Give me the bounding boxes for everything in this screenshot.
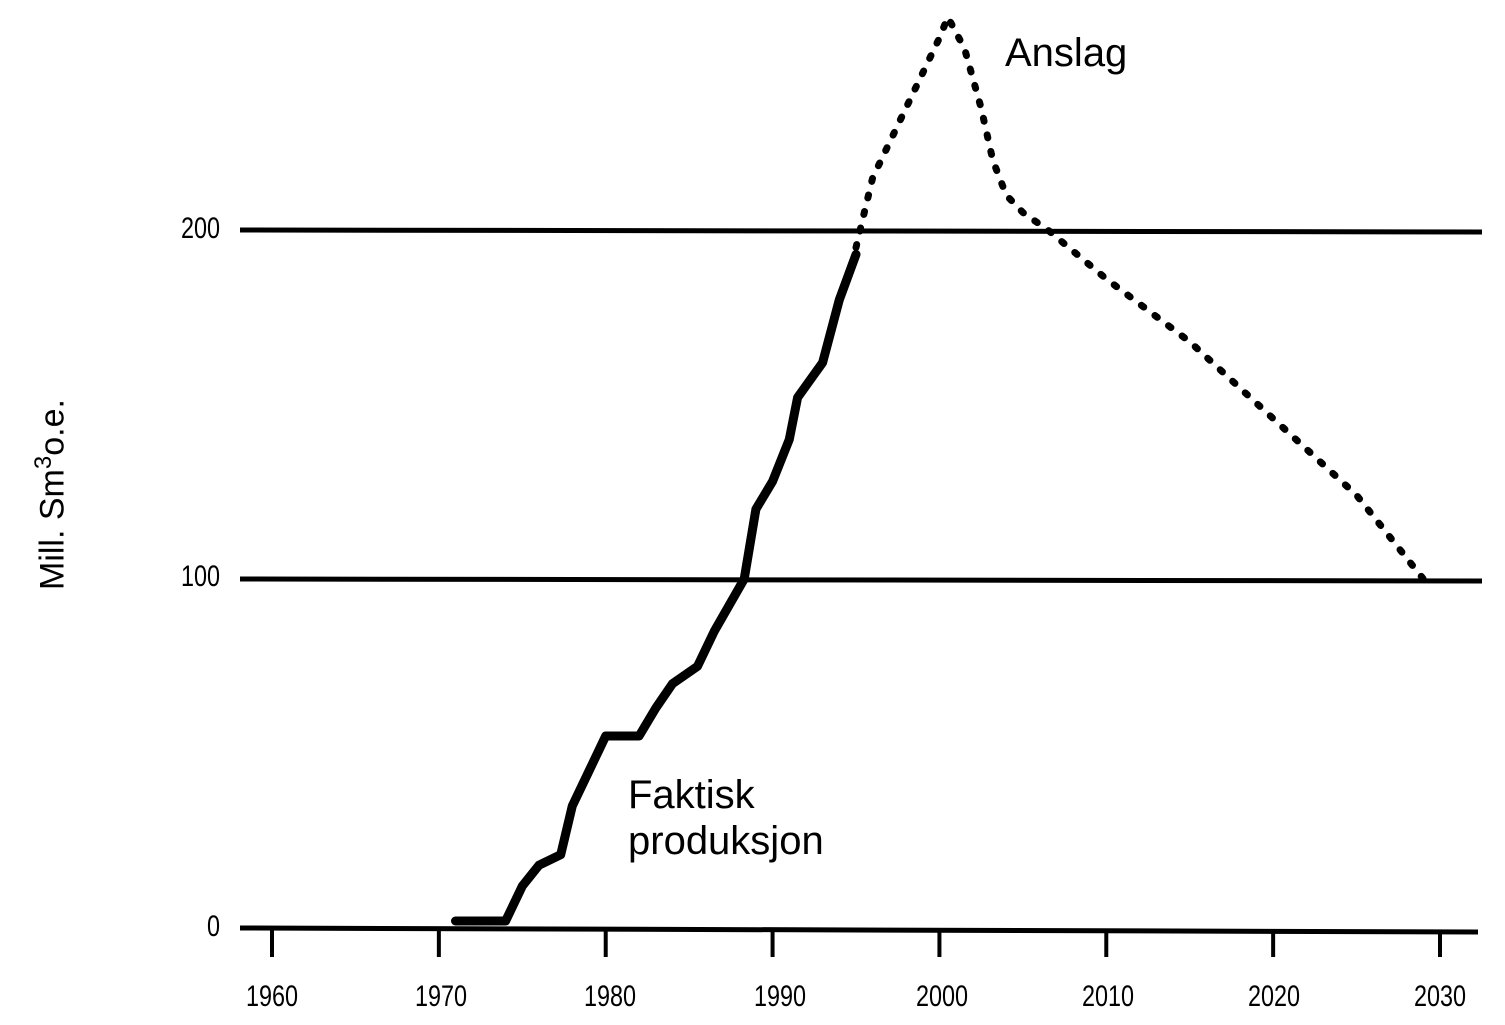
y-axis-label-sup: 3 (30, 455, 57, 470)
y-tick-200: 200 (180, 212, 220, 245)
gridlines (239, 227, 1483, 584)
series-faktisk-produksjon-line (451, 249, 861, 926)
x-tick-2000: 2000 (915, 980, 969, 1013)
x-tick-1990: 1990 (753, 980, 807, 1013)
x-tick-1980: 1980 (583, 980, 637, 1013)
x-axis-line (239, 925, 1479, 935)
y-tick-0: 0 (206, 910, 220, 943)
annotation-produksjon: produksjon (628, 819, 824, 863)
series-anslag-line (852, 13, 1427, 583)
y-tick-100: 100 (180, 560, 220, 593)
x-tick-2010: 2010 (1081, 980, 1135, 1013)
x-tick-1960: 1960 (245, 980, 299, 1013)
y-axis-label: Mill. Sm3o.e. (30, 399, 72, 590)
y-axis-label-tail: o.e. (33, 399, 72, 456)
x-tick-2020: 2020 (1247, 980, 1301, 1013)
x-tick-2030: 2030 (1413, 980, 1467, 1013)
gridline-100 (239, 576, 1483, 584)
annotation-anslag: Anslag (1005, 31, 1128, 75)
x-axis (239, 925, 1479, 957)
y-axis-label-main: Mill. Sm (33, 469, 72, 590)
annotation-faktisk: Faktisk (628, 773, 755, 817)
series-lines (451, 13, 1427, 926)
x-tick-1970: 1970 (414, 980, 468, 1013)
